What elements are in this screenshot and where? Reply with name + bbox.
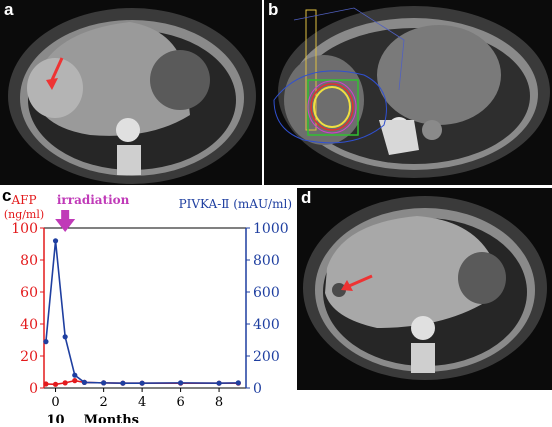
x-tick-label: 4 [138, 395, 146, 410]
irradiation-label: irradiation [57, 193, 130, 207]
left-axis-label-line1: AFP [10, 193, 36, 207]
series-line-PIVKA-Ⅱ [45, 240, 239, 385]
right-axis-label: PIVKA-Ⅱ (mAU/ml) [179, 197, 292, 211]
plot-frame [43, 227, 247, 389]
ct-image-panel-b: b [264, 0, 552, 185]
left-axis-label-line2: (ng/ml) [4, 208, 44, 221]
data-point-PIVKA-Ⅱ [62, 334, 68, 340]
x-tick-label: 0 [51, 395, 59, 410]
panel-label-a: a [4, 0, 14, 19]
left-tick-label: 100 [11, 221, 38, 237]
ct-scan-b [264, 0, 552, 185]
x-tick-label: 2 [99, 395, 107, 410]
left-tick-label: 0 [29, 381, 38, 397]
panel-label-c: c [2, 186, 12, 205]
ct-image-panel-a: a [0, 0, 262, 185]
data-point-AFP [43, 381, 49, 387]
panel-label-d: d [301, 188, 312, 207]
data-point-PIVKA-Ⅱ [177, 380, 184, 386]
x-tick-label: 6 [176, 395, 184, 410]
data-point-PIVKA-Ⅱ [139, 380, 145, 386]
data-point-PIVKA-Ⅱ [235, 380, 241, 386]
panel-label-b: b [268, 0, 279, 19]
irradiation-arrow-head [55, 219, 76, 232]
data-point-PIVKA-Ⅱ [101, 380, 107, 386]
data-point-AFP [52, 381, 59, 387]
irradiation-arrow-shaft [61, 210, 70, 220]
data-point-PIVKA-Ⅱ [72, 372, 78, 378]
right-tick-label: 400 [253, 317, 280, 333]
right-tick-label: 200 [253, 349, 280, 365]
right-tick-label: 800 [253, 253, 280, 269]
ct-scan-a [0, 0, 262, 185]
x-tick-label: 8 [215, 395, 223, 410]
left-tick-label: 60 [20, 285, 38, 301]
data-point-PIVKA-Ⅱ [43, 339, 49, 345]
data-point-PIVKA-Ⅱ [81, 379, 87, 385]
data-point-PIVKA-Ⅱ [52, 238, 59, 244]
data-point-PIVKA-Ⅱ [216, 380, 222, 386]
ct-scan-d [297, 188, 552, 390]
left-tick-label: 80 [20, 253, 38, 269]
right-tick-label: 1000 [253, 221, 289, 237]
left-tick-label: 40 [20, 317, 38, 333]
x-axis-label: Months [84, 413, 139, 423]
chart-panel-c: c 0 20 40 60 80 100 0 200 400 600 800 1000 0 2 4 6 8 10 Mo… [0, 186, 296, 427]
right-tick-label: 0 [253, 381, 262, 397]
right-tick-label: 600 [253, 285, 280, 301]
left-tick-label: 20 [20, 349, 38, 365]
x-extra-label: 10 [46, 413, 64, 423]
data-point-AFP [72, 378, 78, 384]
data-point-AFP [62, 380, 68, 386]
ct-image-panel-d: d [297, 188, 552, 390]
data-point-PIVKA-Ⅱ [120, 380, 126, 386]
